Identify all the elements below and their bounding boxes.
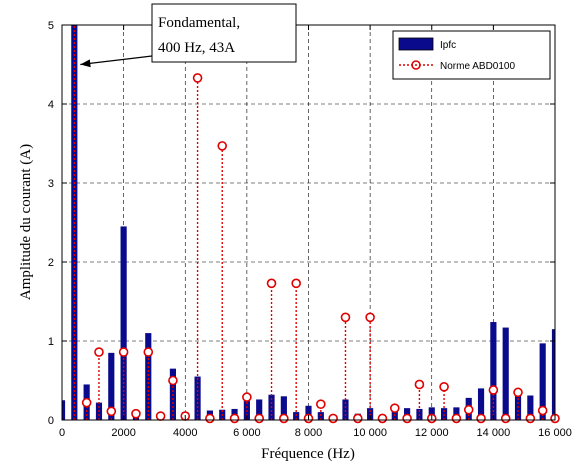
legend-ipfc-label: Ipfc xyxy=(440,40,456,51)
y-tick-label: 2 xyxy=(48,257,54,269)
norme-stem-marker xyxy=(340,312,351,323)
norme-stem-marker xyxy=(106,406,117,417)
norme-stem-marker xyxy=(476,413,486,424)
norme-stem-marker xyxy=(451,413,462,424)
norme-stem-marker xyxy=(402,413,412,424)
norme-stem-marker xyxy=(500,413,511,424)
y-tick-label: 4 xyxy=(48,99,54,111)
ipfc-bar xyxy=(145,333,152,420)
annotation: Fondamental, 400 Hz, 43A xyxy=(80,3,297,68)
x-tick-label: 6 000 xyxy=(233,427,261,439)
norme-stem-marker xyxy=(537,405,548,416)
y-tick-label: 1 xyxy=(48,336,54,348)
norme-stem-marker xyxy=(377,413,388,424)
ipfc-bar xyxy=(551,329,555,420)
ipfc-bar xyxy=(527,395,534,420)
ipfc-bar xyxy=(317,412,324,420)
ipfc-bar xyxy=(342,399,349,420)
legend-ipfc-swatch xyxy=(398,37,434,51)
norme-stem-marker xyxy=(217,141,228,151)
norme-stem-marker xyxy=(365,312,375,323)
norme-stem-marker xyxy=(229,413,240,424)
ipfc-bar xyxy=(293,412,300,420)
norme-stem-marker xyxy=(291,278,301,289)
annotation-arrow xyxy=(80,55,153,66)
norme-stem-marker xyxy=(414,379,425,390)
y-axis-label: Amplitude du courant (A) xyxy=(18,144,34,300)
ticks: 0 2000 4000 6 000 8 000 10 000 12 000 14 000 16 … xyxy=(48,20,572,439)
annotation-line-2: 400 Hz, 43A xyxy=(158,40,235,56)
annotation-box xyxy=(151,3,297,63)
x-tick-label: 2000 xyxy=(111,427,135,439)
legend-norme-label: Norme ABD0100 xyxy=(440,61,515,72)
norme-stem-marker xyxy=(168,375,178,386)
norme-stem-marker xyxy=(439,382,449,392)
x-tick-label: 4000 xyxy=(173,427,197,439)
legend-norme-marker xyxy=(411,60,421,70)
x-axis-label: Fréquence (Hz) xyxy=(261,446,355,462)
y-tick-label: 5 xyxy=(48,20,54,32)
y-tick-label: 3 xyxy=(48,178,54,190)
ipfc-bar xyxy=(305,405,312,420)
norme-stem-marker xyxy=(463,404,474,415)
norme-stem-marker xyxy=(488,385,499,395)
norme-stem-marker xyxy=(155,411,166,421)
norme-stem-marker xyxy=(143,347,154,357)
norme-stem-marker xyxy=(389,403,400,413)
norme-stem-marker xyxy=(513,387,523,398)
ipfc-bar xyxy=(280,396,287,420)
annotation-line-1: Fondamental, xyxy=(158,15,240,31)
y-tick-label: 0 xyxy=(48,415,54,427)
x-tick-label: 0 xyxy=(59,427,65,439)
ipfc-bar xyxy=(256,399,263,420)
norme-stem-marker xyxy=(192,73,203,83)
ipfc-bar xyxy=(539,343,546,420)
ipfc-bar xyxy=(490,322,497,420)
x-tick-label: 10 000 xyxy=(353,427,387,439)
norme-stem-marker xyxy=(316,399,326,410)
norme-stem-marker xyxy=(205,413,215,424)
norme-stem-marker xyxy=(266,278,277,289)
ipfc-bar xyxy=(502,327,509,420)
norme-stem-marker xyxy=(94,347,104,357)
norme-stem-marker xyxy=(131,408,141,419)
norme-stem-marker xyxy=(352,413,363,424)
x-tick-label: 16 000 xyxy=(538,427,572,439)
norme-stem-marker xyxy=(81,397,92,408)
ipfc-bar xyxy=(108,352,115,420)
norme-stem-marker xyxy=(525,413,536,424)
norme-stem-marker xyxy=(118,347,129,357)
norme-stem-marker xyxy=(242,392,252,402)
annotation-arrowhead xyxy=(80,59,91,68)
norme-stem-marker xyxy=(279,413,289,424)
ipfc-bar xyxy=(391,406,398,420)
x-tick-label: 12 000 xyxy=(415,427,449,439)
x-tick-label: 14 000 xyxy=(477,427,511,439)
norme-stem-marker xyxy=(328,413,338,424)
ipfc-bar xyxy=(477,388,485,420)
x-tick-label: 8 000 xyxy=(295,427,323,439)
ipfc-bar xyxy=(120,226,127,420)
norme-stem-marker xyxy=(254,413,265,424)
ipfc-bar xyxy=(62,400,66,420)
legend: Ipfc Norme ABD0100 xyxy=(392,30,551,80)
